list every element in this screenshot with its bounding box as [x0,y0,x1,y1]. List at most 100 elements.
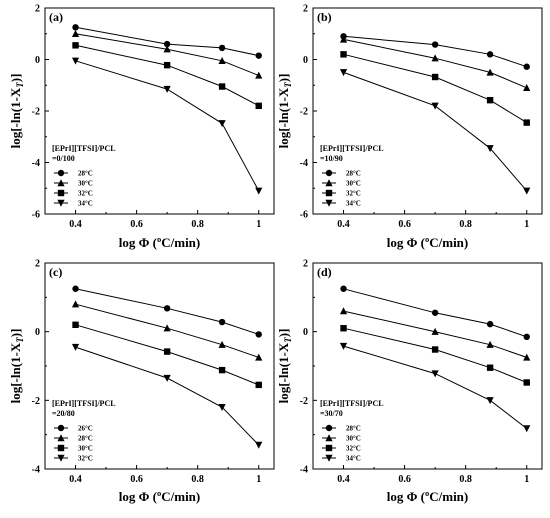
data-point [431,102,439,110]
y-axis-title-subscript: T [283,337,293,343]
chart-panel: 0.4 0.6 0.8 1 -4 -2 0 2 (d) log Φ (ºC/min) log[-ln… [276,259,543,504]
x-axis-title: log Φ (ºC/min) [119,489,201,504]
panel-label: (d) [317,265,332,279]
series-line [75,288,259,335]
legend-marker [325,434,333,442]
series-line [343,345,528,429]
data-point [218,366,226,374]
legend-entry: 34°C [346,200,361,208]
y-tick-label: 0 [35,55,40,66]
x-axis-title: log Φ (ºC/min) [119,235,201,250]
panel-label: (b) [317,10,332,24]
data-point [431,41,439,48]
series-line [75,346,260,446]
legend-title: [EPrI][TFSI]/PCL [320,399,384,408]
legend-marker [325,189,333,197]
data-point [523,379,530,386]
legend-marker [325,199,333,207]
legend-entry: 30°C [346,435,361,443]
y-tick-label: -2 [300,396,308,407]
y-axis-title-subscript: T [283,82,293,88]
data-point [431,346,439,353]
x-tick-label: 0.6 [130,474,143,485]
y-axis-title-subscript: T [15,82,25,88]
legend-marker [325,444,333,452]
data-point [486,68,494,76]
data-point [218,120,226,128]
x-tick-label: 0.6 [398,219,411,230]
x-tick-label: 0.6 [130,219,143,230]
legend-marker [57,444,65,452]
y-tick-label: 2 [35,4,40,15]
data-point [71,300,80,308]
y-axis-title-main: log[-ln(1-X [8,87,23,148]
legend-marker [57,189,65,197]
data-point [523,353,531,361]
data-point [486,340,494,348]
data-point [523,63,530,70]
y-tick-label: 0 [35,327,40,338]
data-point [523,187,531,195]
x-tick-label: 0.8 [459,474,472,485]
legend-title: [EPrI][TFSI]/PCL [52,399,116,408]
series-line [343,310,527,358]
data-point [486,397,494,405]
x-tick-label: 1 [524,219,529,230]
y-tick-label: -4 [300,158,308,169]
data-point [255,102,262,110]
x-tick-label: 0.4 [337,219,350,230]
legend-title: =20/80 [52,409,75,418]
data-point [255,441,263,449]
data-point [218,44,226,52]
data-point [71,343,80,351]
data-point [218,318,226,326]
series-line [343,71,528,192]
y-axis-title: log[-ln(1-XT)] [276,74,293,149]
data-point [339,69,348,77]
series-line [75,303,259,358]
y-tick-label: 2 [303,4,308,15]
data-point [339,35,348,43]
data-point [523,425,531,433]
y-axis-title-main: log[-ln(1-X [8,342,23,403]
legend-marker [57,454,65,462]
y-tick-label: -2 [32,107,40,118]
data-point [486,364,494,371]
data-point [339,342,348,350]
series-line [343,288,527,338]
y-tick-label: -4 [32,158,40,169]
y-tick-label: -6 [300,210,308,221]
y-axis-title-end: )] [276,329,291,338]
legend-marker [57,424,65,432]
y-tick-label: -6 [32,210,40,221]
data-point [340,325,347,332]
data-point [340,51,347,58]
data-point [218,404,226,411]
x-tick-label: 1 [256,219,261,230]
data-point [163,374,171,382]
x-tick-label: 0.4 [69,219,82,230]
series-line [75,60,260,192]
legend-marker [57,169,65,177]
series-line [75,44,259,107]
x-tick-label: 0.8 [459,219,472,230]
x-tick-label: 1 [524,474,529,485]
x-tick-label: 0.8 [191,219,204,230]
series-line [75,26,259,57]
legend-entry: 34°C [78,200,93,208]
data-point [163,348,171,355]
data-point [72,321,79,328]
legend-title: [EPrI][TFSI]/PCL [320,144,384,153]
legend-marker [325,169,333,177]
y-axis-title-end: )] [276,74,291,83]
legend-entry: 30°C [346,180,361,188]
series-line [343,35,527,68]
x-axis-title: log Φ (ºC/min) [387,235,469,250]
data-point [431,73,439,81]
legend-entry: 32°C [346,445,361,453]
series-line [343,53,527,124]
y-axis-title-subscript: T [15,337,25,343]
data-point [255,353,263,361]
data-point [523,119,530,126]
